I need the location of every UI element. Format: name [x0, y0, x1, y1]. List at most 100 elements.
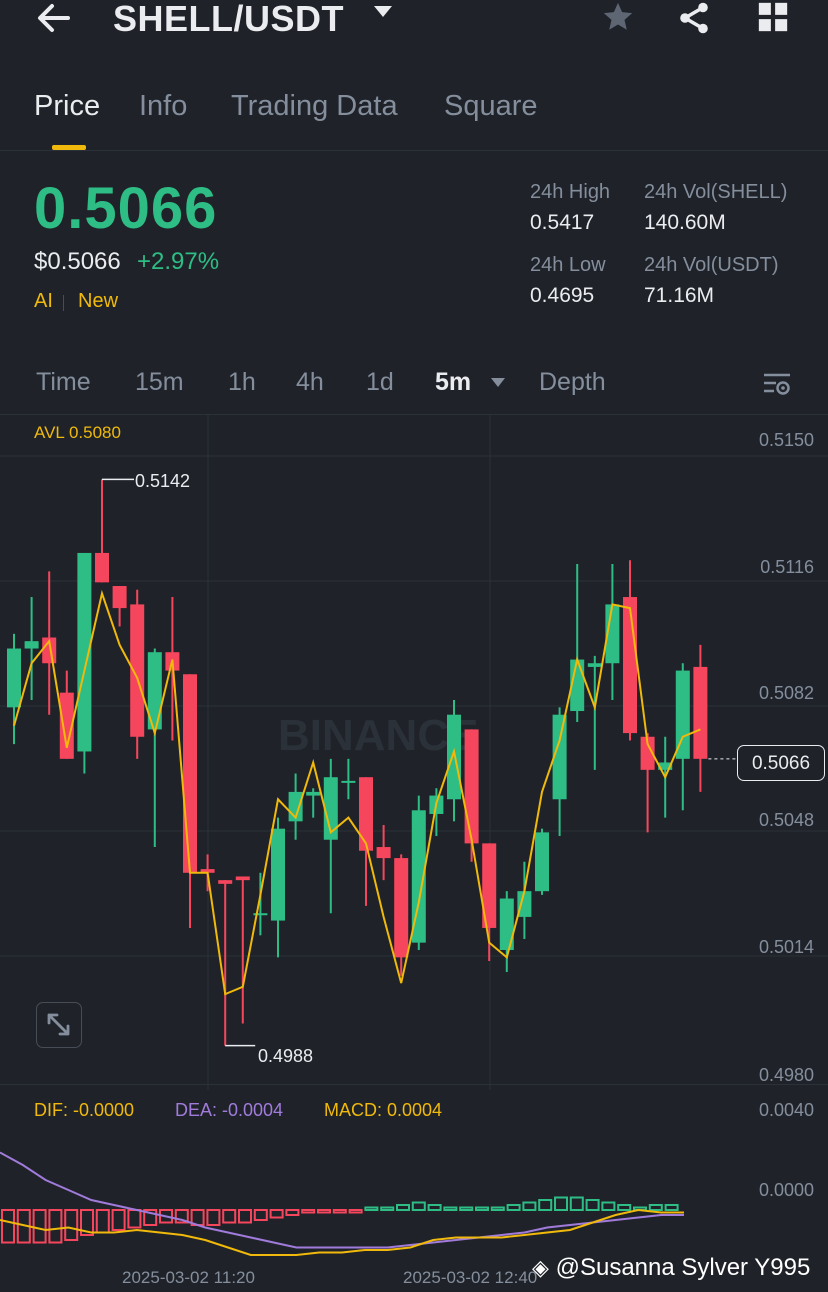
macd-histogram-bar: [206, 1209, 221, 1226]
macd-histogram-bar: [32, 1209, 47, 1244]
macd-histogram-bar: [569, 1196, 584, 1211]
interval-depth[interactable]: Depth: [539, 368, 606, 396]
share-icon[interactable]: [676, 0, 712, 41]
candle-body: [306, 791, 321, 796]
expand-chart-button[interactable]: [36, 1002, 82, 1048]
candle-body: [24, 641, 39, 649]
candle-body: [183, 674, 197, 873]
y-tick: 0.5116: [760, 557, 814, 577]
macd-histogram-bar: [664, 1204, 679, 1211]
macd-histogram-bar: [554, 1196, 568, 1211]
grid-icon[interactable]: [756, 0, 790, 39]
macd-histogram-bar: [427, 1204, 442, 1211]
macd-histogram-bar: [111, 1209, 126, 1231]
macd-histogram-bar: [48, 1209, 63, 1244]
tab-square[interactable]: Square: [444, 90, 538, 122]
divider: [0, 150, 828, 151]
macd-histogram-bar: [585, 1199, 600, 1211]
candle-body: [376, 847, 391, 859]
candle-body: [147, 652, 162, 730]
candle-body: [499, 898, 514, 950]
candle-body: [359, 777, 373, 851]
candle-body: [394, 858, 409, 958]
y-tick: 0.5048: [758, 810, 814, 830]
interval-1d[interactable]: 1d: [366, 368, 394, 396]
chart-top-border: [0, 414, 828, 415]
watermark-credit: ◈ @Susanna Sylver Y995: [532, 1254, 810, 1282]
tab-trading-data[interactable]: Trading Data: [231, 90, 398, 122]
pair-title[interactable]: SHELL/USDT: [113, 0, 345, 39]
macd-histogram-bar: [174, 1209, 189, 1224]
candle-body: [640, 736, 655, 770]
expand-icon: [47, 1013, 70, 1036]
macd-histogram-bar: [601, 1201, 616, 1211]
macd-histogram-bar: [301, 1209, 316, 1214]
tab-bar: Price Info Trading Data Square: [0, 80, 828, 150]
x-tick: 2025-03-02 11:20: [122, 1268, 255, 1287]
tab-price[interactable]: Price: [34, 90, 101, 122]
low-label: 24h Low: [530, 254, 606, 276]
macd-histogram-bar: [159, 1209, 173, 1224]
interval-dropdown-icon[interactable]: [491, 378, 505, 387]
macd-histogram-bar: [459, 1206, 474, 1211]
macd-histogram-bar: [538, 1199, 553, 1211]
candle-body: [623, 597, 637, 734]
tag-new[interactable]: New: [78, 290, 119, 312]
x-tick: 2025-03-02 12:40: [403, 1268, 538, 1287]
candle-body: [271, 828, 285, 921]
high-value: 0.5417: [530, 211, 595, 234]
interval-5m[interactable]: 5m: [435, 368, 472, 396]
interval-15m[interactable]: 15m: [135, 368, 184, 396]
interval-time[interactable]: Time: [36, 368, 91, 396]
candle-body: [253, 913, 268, 916]
y-tick: 0.4980: [758, 1065, 814, 1085]
chart-settings-icon[interactable]: [762, 370, 792, 403]
watermark-text: @Susanna Sylver Y995: [555, 1254, 811, 1281]
macd-histogram-bar: [522, 1201, 537, 1211]
star-icon[interactable]: [600, 0, 636, 39]
high-label: 24h High: [530, 181, 611, 203]
interval-4h[interactable]: 4h: [296, 368, 324, 396]
low-marker-label: 0.4988: [258, 1046, 314, 1066]
candle-body: [447, 714, 461, 800]
candle-body: [7, 648, 21, 708]
vol-base-label: 24h Vol(SHELL): [644, 181, 788, 203]
tag-ai[interactable]: AI: [34, 290, 53, 312]
macd-y-tick: 0.0000: [758, 1180, 814, 1200]
candle-body: [59, 692, 74, 759]
candle-body: [130, 604, 145, 737]
candle-body: [77, 552, 92, 752]
candle-body: [535, 832, 549, 892]
macd-histogram-bar: [95, 1209, 110, 1234]
price-change: +2.97%: [137, 248, 220, 275]
macd-histogram-bar: [1, 1209, 15, 1244]
usd-price: $0.5066: [34, 248, 121, 275]
ma-line: [13, 589, 701, 996]
binance-logo-icon: ◈: [532, 1255, 549, 1280]
interval-1h[interactable]: 1h: [228, 368, 256, 396]
candle-body: [341, 780, 356, 783]
back-arrow-icon[interactable]: [36, 0, 72, 42]
macd-histogram-bar: [332, 1209, 347, 1214]
y-tick: 0.5150: [758, 430, 814, 450]
candle-body: [235, 876, 250, 881]
tag-separator: [63, 295, 64, 311]
macd-histogram-bar: [506, 1204, 521, 1211]
candle-body: [112, 586, 127, 609]
tab-info[interactable]: Info: [139, 90, 188, 122]
candlestick-chart[interactable]: BINANCE: [0, 415, 828, 1090]
macd-histogram-bar: [317, 1209, 331, 1214]
pair-dropdown-icon[interactable]: [374, 6, 392, 17]
low-value: 0.4695: [530, 284, 595, 307]
y-tick: 0.5014: [758, 937, 814, 957]
macd-y-tick: 0.0040: [758, 1100, 814, 1120]
macd-histogram-bar: [648, 1204, 663, 1211]
candle-body: [517, 891, 532, 917]
candle-body: [693, 666, 708, 759]
macd-histogram-bar: [475, 1206, 489, 1211]
candle-body: [95, 552, 109, 583]
macd-histogram-bar: [490, 1206, 505, 1211]
dif-line: [0, 1208, 684, 1256]
y-tick: 0.5082: [758, 683, 814, 703]
macd-histogram-bar: [443, 1206, 458, 1211]
